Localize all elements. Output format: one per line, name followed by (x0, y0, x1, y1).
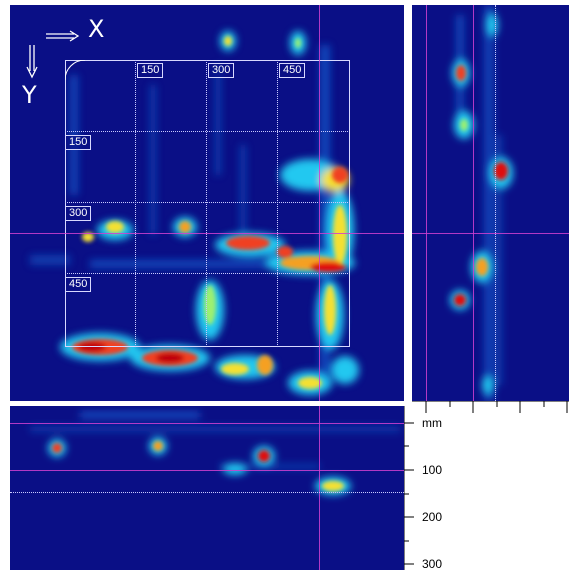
grid-label-x-150: 150 (137, 63, 164, 78)
crosshair-vertical[interactable] (319, 5, 320, 401)
depth-marker-line (495, 5, 496, 401)
y-axis-letter: Y (22, 81, 37, 109)
depth-crosshair-1[interactable] (426, 5, 427, 401)
grid-label-y-300: 300 (65, 206, 92, 221)
arrow-right-icon (46, 30, 80, 42)
bottom-ruler-ticks (404, 406, 414, 570)
crosshair-horizontal[interactable] (10, 233, 404, 234)
depth-crosshair-2[interactable] (473, 5, 474, 401)
grid-line-y-450 (65, 273, 348, 274)
grid-label-y-150: 150 (65, 135, 92, 150)
bottom-crosshair-vertical[interactable] (319, 406, 320, 570)
grid-label-y-450: 450 (65, 277, 92, 292)
arrow-down-icon (26, 45, 38, 79)
x-axis-letter: X (88, 15, 105, 43)
ruler-label-200: 200 (422, 510, 443, 524)
bottom-depth-line-2[interactable] (10, 470, 404, 471)
bottom-depth-ruler: mm 100 200 300 (404, 406, 464, 571)
ruler-unit-label: mm (422, 416, 442, 430)
bottom-depth-marker (10, 492, 404, 493)
bottom-view-heatmap (30, 412, 400, 495)
side-view-panel[interactable] (412, 5, 569, 401)
scan-grid-outline (65, 60, 350, 347)
side-view-heatmap (450, 5, 513, 401)
side-depth-ruler (412, 400, 569, 413)
side-ruler-ticks (412, 400, 569, 413)
ruler-label-300: 300 (422, 557, 443, 571)
side-crosshair-horizontal[interactable] (412, 233, 569, 234)
top-view-panel[interactable]: 150 300 450 150 300 450 X Y (10, 5, 404, 401)
origin-corner-marker (65, 60, 86, 81)
bottom-view-panel[interactable] (10, 406, 404, 570)
grid-label-x-300: 300 (208, 63, 235, 78)
top-view-heatmap (30, 31, 359, 395)
grid-label-x-450: 450 (279, 63, 306, 78)
bottom-depth-line-1[interactable] (10, 423, 404, 424)
grid-line-y-300 (65, 202, 348, 203)
ruler-label-100: 100 (422, 463, 443, 477)
grid-line-y-150 (65, 131, 348, 132)
